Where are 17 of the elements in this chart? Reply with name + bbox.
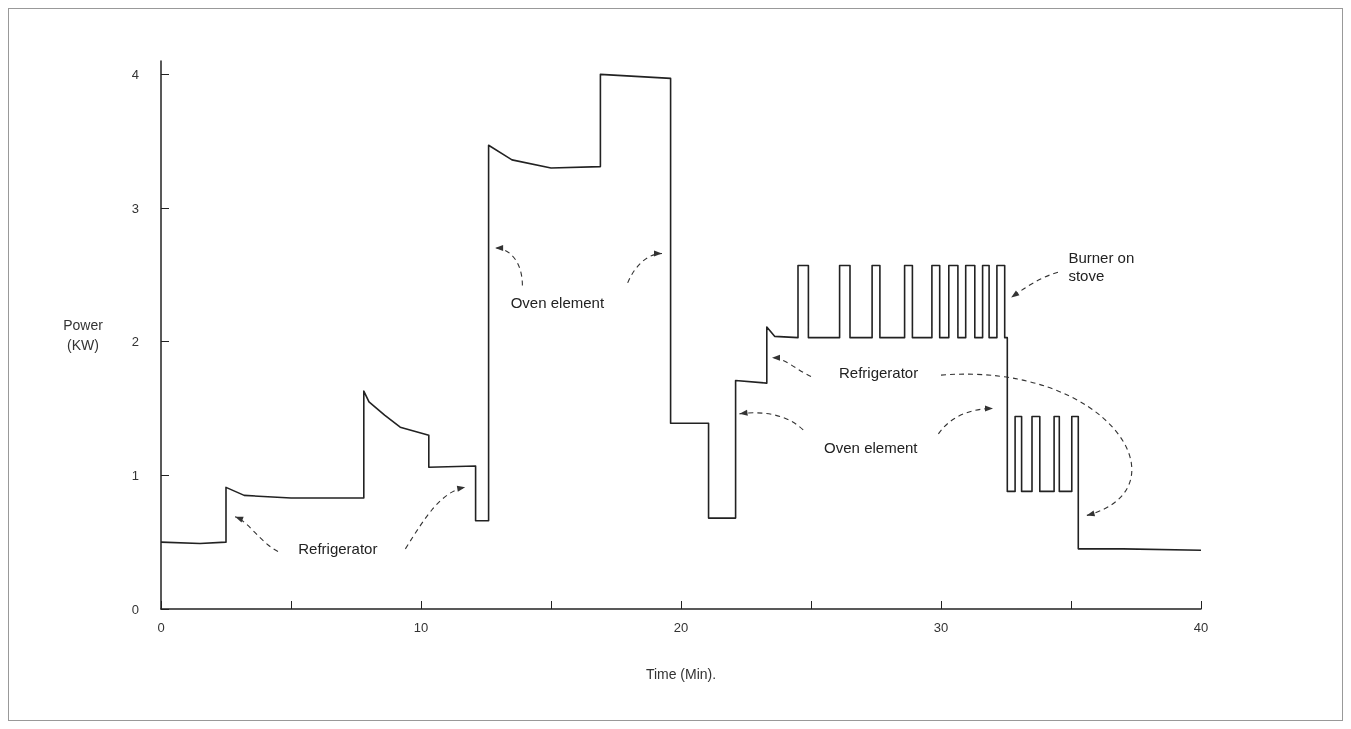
y-tick-label: 0: [131, 601, 139, 617]
annotation: Burner on stove: [1068, 249, 1135, 285]
annotation: Refrigerator: [298, 540, 378, 558]
annotation: Refrigerator: [839, 363, 919, 381]
x-tick-label: 40: [1193, 620, 1209, 635]
y-axis-title: Power (KW): [63, 317, 104, 353]
annotation: Oven element: [824, 438, 919, 456]
x-tick-label: 10: [413, 620, 429, 635]
y-tick-label: 1: [131, 467, 139, 483]
x-tick-label: 20: [673, 620, 689, 635]
x-tick-label: 30: [933, 620, 949, 635]
annotation: Oven element: [510, 294, 605, 312]
y-tick-label: 3: [131, 200, 139, 216]
x-axis-title: Time (Min).: [645, 666, 717, 682]
x-tick-label: 0: [157, 620, 165, 635]
y-tick-label: 2: [131, 334, 139, 350]
y-tick-label: 4: [131, 66, 139, 82]
